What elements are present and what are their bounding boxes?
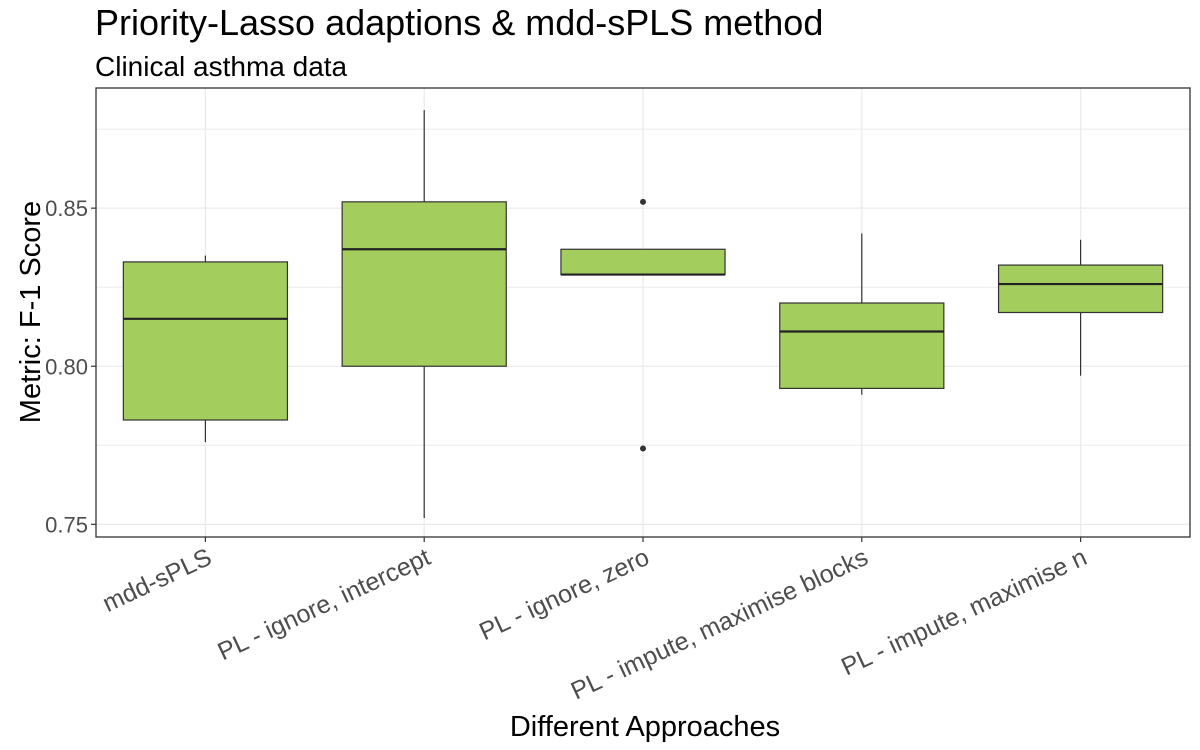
box	[341, 201, 507, 367]
chart-subtitle: Clinical asthma data	[95, 51, 348, 82]
y-tick-label: 0.80	[45, 354, 88, 379]
x-tick-label: mdd-sPLS	[98, 543, 216, 618]
box-group	[779, 233, 945, 395]
box-group	[997, 239, 1164, 376]
box-group	[560, 198, 726, 452]
x-tick-label: PL - ignore, zero	[475, 543, 653, 646]
x-tick-label: PL - impute, maximise n	[837, 543, 1091, 681]
box	[560, 248, 726, 276]
box-group	[341, 110, 507, 519]
x-tick-label: PL - ignore, intercept	[213, 543, 434, 666]
box	[779, 302, 945, 389]
box	[997, 264, 1164, 314]
y-axis-title: Metric: F-1 Score	[15, 201, 47, 423]
x-axis-title: Different Approaches	[510, 711, 780, 743]
y-axis: 0.75 0.80 0.85	[45, 196, 96, 537]
chart-title: Priority-Lasso adaptions & mdd-sPLS meth…	[95, 2, 823, 43]
box	[122, 261, 289, 421]
outlier-point	[640, 445, 646, 452]
plot-panel	[95, 87, 1191, 538]
y-tick-label: 0.75	[45, 512, 88, 537]
box-group	[122, 255, 289, 443]
outlier-point	[640, 198, 646, 205]
y-tick-label: 0.85	[45, 196, 88, 221]
